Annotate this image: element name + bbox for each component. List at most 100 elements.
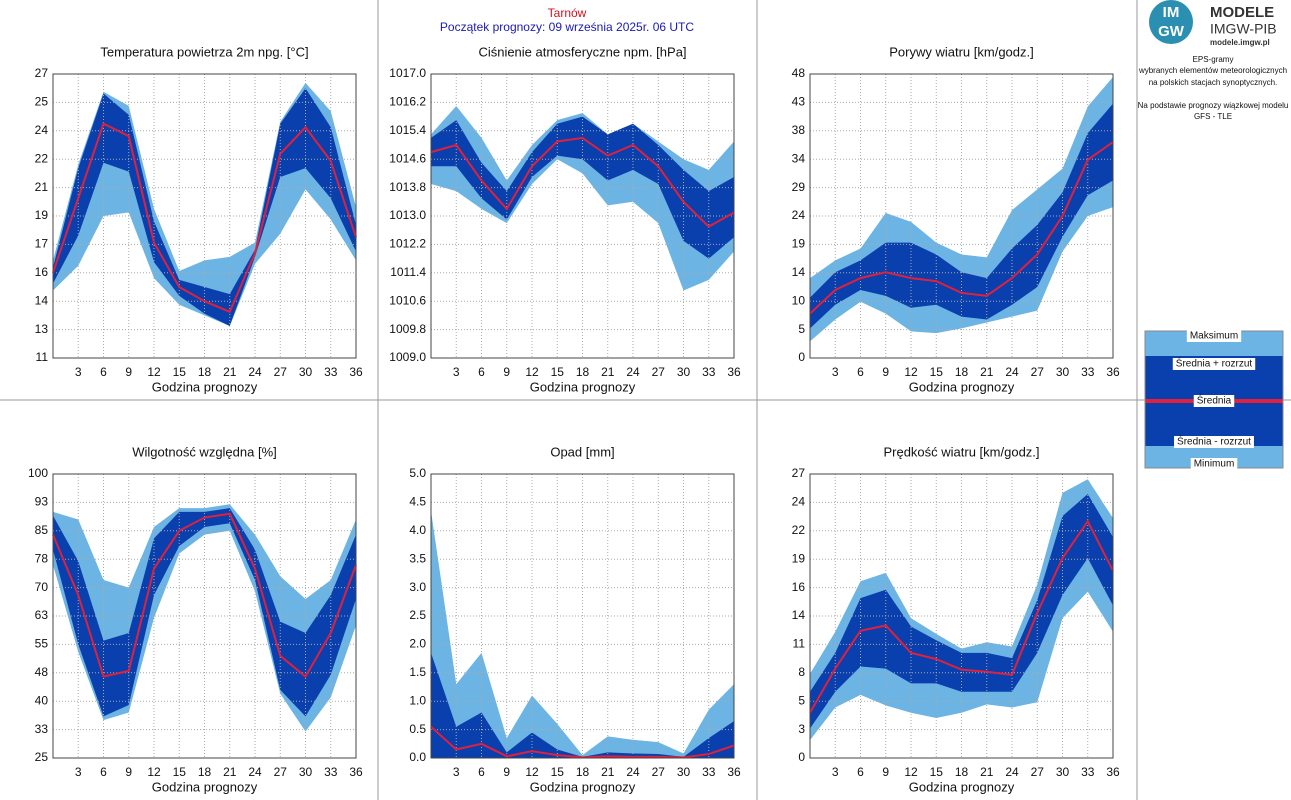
y-tick-label: 21: [35, 180, 49, 194]
y-tick-label: 24: [35, 123, 49, 137]
y-tick-label: 19: [792, 551, 806, 565]
legend-label: Średnia + rozrzut: [1176, 357, 1253, 370]
chart-title: Prędkość wiatru [km/godz.]: [883, 444, 1039, 459]
y-tick-label: 55: [35, 637, 49, 651]
x-axis-label: Godzina prognozy: [152, 379, 258, 394]
legend-label-bg: [1186, 330, 1242, 342]
y-tick-label: 1.5: [409, 665, 426, 679]
plot-frame: [52, 473, 357, 759]
x-axis-label: Godzina prognozy: [530, 379, 636, 394]
x-tick-label: 21: [980, 765, 994, 779]
x-tick-label: 27: [652, 365, 666, 379]
x-tick-label: 18: [198, 365, 212, 379]
chart-title: Wilgotność względna [%]: [132, 444, 277, 459]
x-tick-label: 6: [100, 765, 107, 779]
x-tick-label: 36: [1106, 765, 1120, 779]
x-tick-label: 27: [652, 765, 666, 779]
x-tick-label: 21: [223, 365, 237, 379]
band: [810, 479, 1113, 741]
y-tick-label: 19: [35, 208, 49, 222]
y-tick-label: 3.5: [409, 551, 426, 565]
x-tick-label: 27: [1031, 365, 1045, 379]
x-tick-label: 33: [1081, 765, 1095, 779]
x-tick-label: 3: [832, 365, 839, 379]
x-tick-label: 3: [453, 765, 460, 779]
logo: [1149, 0, 1193, 44]
x-tick-label: 12: [904, 365, 918, 379]
x-axis-label: Godzina prognozy: [909, 779, 1015, 794]
brand: MODELE: [1210, 4, 1274, 21]
band: [53, 88, 356, 327]
x-tick-label: 9: [503, 765, 510, 779]
y-tick-label: 1012.2: [389, 237, 426, 251]
y-tick-label: 11: [793, 637, 806, 651]
legend-label-bg: [1174, 436, 1254, 448]
legend-label: Średnia: [1197, 394, 1232, 407]
x-tick-label: 18: [198, 765, 212, 779]
x-tick-label: 12: [147, 765, 161, 779]
x-tick-label: 24: [248, 365, 262, 379]
y-tick-label: 16: [35, 265, 49, 279]
y-tick-label: 1016.2: [389, 95, 426, 109]
org: IMGW-PIB: [1210, 21, 1277, 37]
chart-title: Ciśnienie atmosferyczne npm. [hPa]: [478, 44, 686, 59]
logo-text: IM: [1163, 4, 1180, 21]
x-tick-label: 24: [626, 365, 640, 379]
description: na polskich stacjach synoptycznych.: [1149, 78, 1278, 87]
y-tick-label: 27: [35, 66, 49, 80]
mean-line: [430, 136, 735, 228]
y-tick-label: 2.5: [409, 608, 426, 622]
x-tick-label: 27: [1031, 765, 1045, 779]
x-tick-label: 15: [173, 765, 187, 779]
x-axis-label: Godzina prognozy: [152, 779, 258, 794]
y-tick-label: 3.0: [409, 580, 426, 594]
x-tick-label: 36: [349, 365, 363, 379]
chart-title: Opad [mm]: [550, 444, 614, 459]
legend-label: Maksimum: [1190, 331, 1238, 342]
x-tick-label: 36: [727, 365, 741, 379]
x-tick-label: 6: [478, 365, 485, 379]
x-tick-label: 24: [626, 765, 640, 779]
x-tick-label: 18: [576, 365, 590, 379]
mean-line: [52, 122, 357, 314]
x-tick-label: 36: [349, 765, 363, 779]
x-tick-label: 12: [525, 765, 539, 779]
y-tick-label: 25: [35, 95, 49, 109]
x-tick-label: 15: [551, 765, 565, 779]
x-tick-label: 24: [1005, 765, 1019, 779]
y-tick-label: 19: [792, 237, 806, 251]
y-tick-label: 40: [35, 693, 49, 707]
y-tick-label: 0.5: [409, 722, 426, 736]
y-tick-label: 5: [798, 693, 805, 707]
x-tick-label: 21: [980, 365, 994, 379]
y-tick-label: 25: [35, 750, 49, 764]
url: modele.imgw.pl: [1210, 38, 1270, 47]
x-tick-label: 30: [1056, 765, 1070, 779]
legend-label: Minimum: [1194, 459, 1235, 470]
x-tick-label: 15: [930, 765, 944, 779]
y-tick-label: 1010.6: [389, 293, 426, 307]
x-tick-label: 15: [173, 365, 187, 379]
x-tick-label: 3: [75, 765, 82, 779]
y-tick-label: 85: [35, 523, 49, 537]
mean-line: [809, 519, 1114, 714]
y-tick-label: 43: [792, 95, 806, 109]
x-axis-label: Godzina prognozy: [530, 779, 636, 794]
x-tick-label: 6: [857, 365, 864, 379]
y-tick-label: 1009.0: [389, 350, 426, 364]
logo-text: GW: [1158, 23, 1185, 40]
y-tick-label: 93: [35, 495, 49, 509]
x-tick-label: 30: [677, 765, 691, 779]
x-tick-label: 21: [601, 765, 615, 779]
y-tick-label: 1015.4: [389, 123, 426, 137]
description: wybranych elementów meteorologicznych: [1138, 66, 1287, 75]
y-tick-label: 22: [35, 151, 49, 165]
x-tick-label: 33: [1081, 365, 1095, 379]
y-tick-label: 27: [792, 466, 806, 480]
x-tick-label: 18: [955, 365, 969, 379]
y-tick-label: 14: [792, 265, 806, 279]
y-tick-label: 1017.0: [389, 66, 426, 80]
x-tick-label: 6: [100, 365, 107, 379]
x-tick-label: 9: [882, 765, 889, 779]
x-tick-label: 12: [904, 765, 918, 779]
